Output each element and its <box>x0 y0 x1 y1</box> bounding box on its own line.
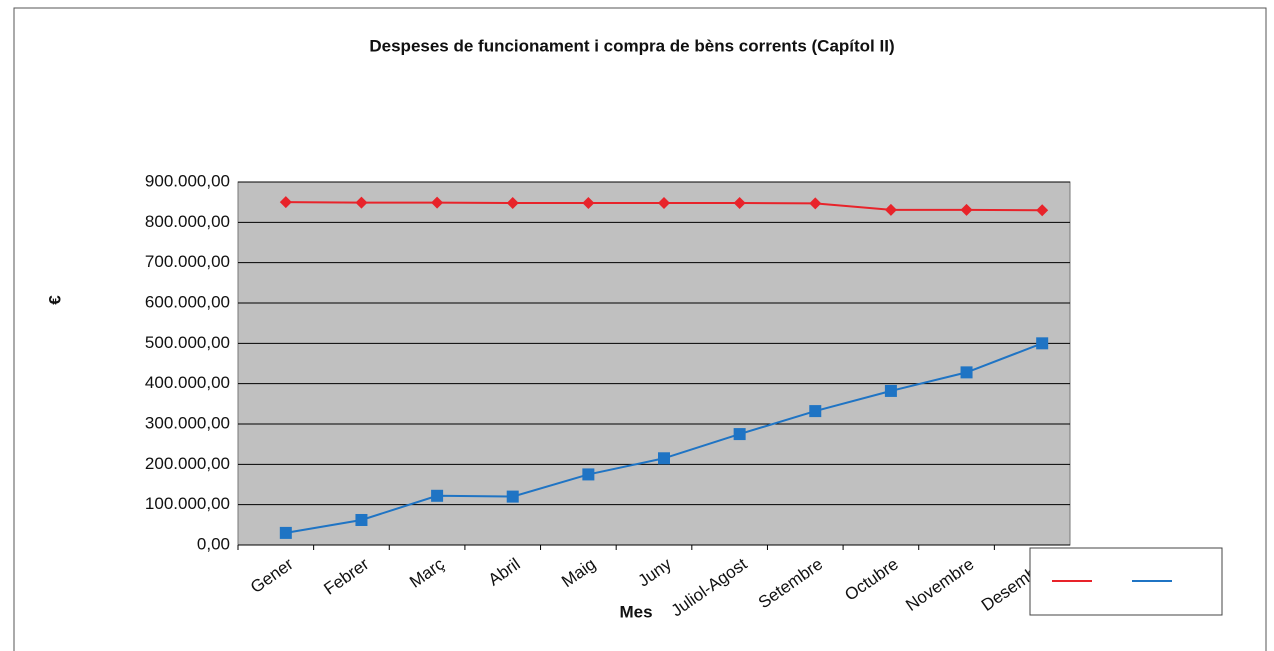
y-tick-label: 900.000,00 <box>145 171 230 190</box>
marker <box>884 384 897 397</box>
marker <box>582 196 595 209</box>
y-tick-label: 0,00 <box>197 534 230 553</box>
marker <box>506 196 519 209</box>
y-tick-label: 500.000,00 <box>145 333 230 352</box>
x-tick-label: Maig <box>558 554 599 591</box>
marker <box>733 428 746 441</box>
marker <box>355 196 368 209</box>
marker <box>960 203 973 216</box>
x-tick-label: Març <box>406 554 448 592</box>
y-tick-label: 400.000,00 <box>145 373 230 392</box>
marker <box>355 513 368 526</box>
marker <box>960 366 973 379</box>
y-tick-label: 700.000,00 <box>145 252 230 271</box>
x-tick-label: Octubre <box>841 554 901 604</box>
marker <box>506 490 519 503</box>
marker <box>809 197 822 210</box>
marker <box>658 196 670 209</box>
y-tick-label: 200.000,00 <box>145 454 230 473</box>
y-tick-label: 300.000,00 <box>145 413 230 432</box>
x-axis-label: Mes <box>619 602 652 621</box>
plot-area <box>237 181 1071 546</box>
chart-title: Despeses de funcionament i compra de bèn… <box>369 36 894 55</box>
marker <box>809 405 822 418</box>
y-axis-label: € <box>45 295 64 305</box>
marker <box>1036 337 1049 350</box>
x-tick-label: Juliol-Agost <box>668 554 751 620</box>
x-tick-label: Juny <box>635 554 676 590</box>
x-tick-label: Gener <box>247 554 297 597</box>
marker <box>1036 204 1049 217</box>
marker <box>658 452 670 465</box>
x-tick-label: Setembre <box>755 554 826 612</box>
marker <box>431 489 444 502</box>
y-tick-label: 100.000,00 <box>145 494 230 513</box>
x-tick-label: Novembre <box>902 554 977 615</box>
x-tick-label: Febrer <box>320 554 372 598</box>
marker <box>733 196 746 209</box>
x-tick-label: Abril <box>485 554 524 589</box>
y-tick-label: 600.000,00 <box>145 292 230 311</box>
marker <box>431 196 444 209</box>
marker <box>884 203 897 216</box>
marker <box>279 196 292 209</box>
y-tick-label: 800.000,00 <box>145 212 230 231</box>
marker <box>582 468 595 481</box>
marker <box>279 526 292 539</box>
chart-frame <box>13 7 1267 651</box>
